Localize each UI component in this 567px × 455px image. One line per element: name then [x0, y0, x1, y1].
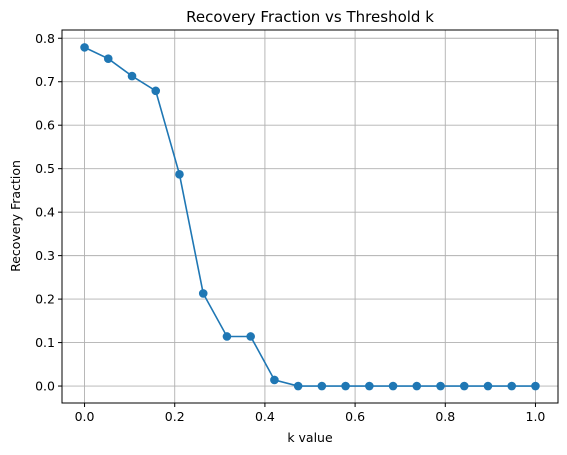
y-tick-label: 0.4 [35, 205, 55, 220]
data-point [293, 381, 303, 391]
data-point [246, 332, 255, 341]
data-point [459, 381, 469, 391]
x-tick-label: 0.4 [255, 409, 275, 424]
y-tick-label: 0.3 [35, 248, 55, 263]
data-point [222, 332, 232, 341]
y-axis-label: Recovery Fraction [8, 160, 23, 272]
data-point [127, 71, 137, 81]
data-point [175, 170, 184, 179]
x-tick-label: 1.0 [526, 409, 546, 424]
data-point [80, 43, 89, 52]
y-tick-label: 0.7 [35, 74, 55, 89]
data-point [198, 289, 208, 298]
data-point [531, 381, 540, 391]
x-tick-label: 0.8 [435, 409, 455, 424]
data-point [365, 381, 374, 391]
grid-lines [62, 30, 558, 403]
x-tick-label: 0.6 [345, 409, 365, 424]
plot-area-frame [61, 29, 559, 404]
axis-ticks: 0.0 0.2 0.4 0.6 0.8 1.0 0.0 0.1 0.2 0.3 0.4 0.5 0.6 0… [35, 31, 545, 424]
data-point [151, 86, 161, 96]
y-tick-label: 0.0 [35, 379, 55, 394]
data-point [317, 381, 327, 391]
data-point [436, 381, 445, 391]
data-point [270, 375, 279, 385]
y-tick-label: 0.8 [35, 31, 55, 46]
chart-title: Recovery Fraction vs Threshold k [186, 8, 434, 26]
x-tick-label: 0.0 [75, 409, 95, 424]
series-line [84, 46, 536, 387]
x-axis-label: k value [287, 430, 333, 445]
y-tick-label: 0.6 [35, 118, 55, 133]
y-tick-label: 0.1 [35, 335, 55, 350]
data-point [483, 381, 493, 391]
x-tick-label: 0.2 [165, 409, 185, 424]
data-point [507, 381, 517, 391]
data-point [341, 381, 350, 391]
series-points-layer [80, 43, 540, 391]
data-point [412, 381, 422, 391]
series-line-layer [84, 46, 536, 387]
data-point [388, 381, 398, 391]
y-tick-label: 0.5 [35, 161, 55, 176]
y-tick-label: 0.2 [35, 292, 55, 307]
data-point [103, 54, 113, 63]
